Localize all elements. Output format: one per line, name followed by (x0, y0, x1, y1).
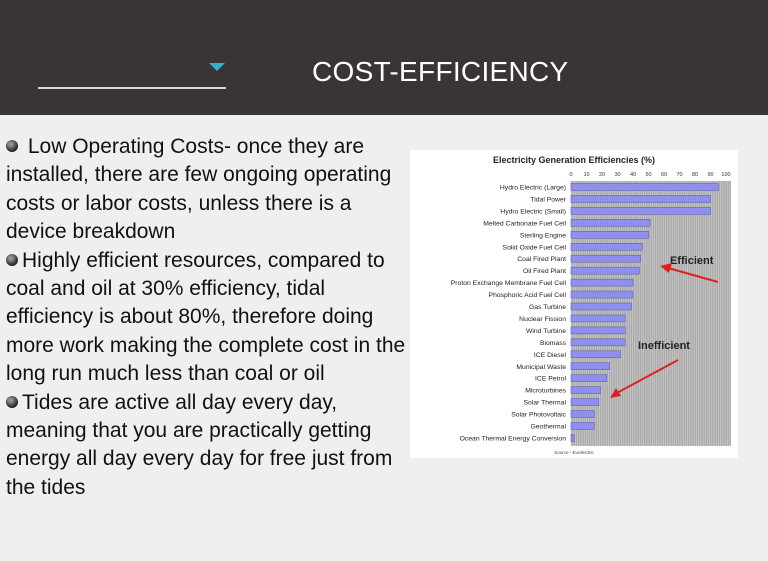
category-label: Sterling Engine (520, 232, 566, 239)
category-label: Proton Exchange Membrane Fuel Cell (451, 280, 567, 287)
bar (570, 219, 651, 227)
category-label: ICE Petrol (535, 376, 566, 383)
bar (570, 398, 600, 406)
x-tick-label: 20 (599, 172, 605, 178)
x-tick-label: 100 (721, 172, 730, 178)
bar (570, 183, 719, 191)
bar (570, 266, 640, 275)
category-label: Solid Oxide Fuel Cell (503, 244, 567, 251)
efficiency-chart: Electricity Generation Efficiencies (%) 0… (410, 150, 738, 458)
x-tick-label: 50 (645, 172, 651, 178)
bar (570, 231, 649, 239)
slide-title: COST-EFFICIENCY (312, 56, 569, 87)
category-label: Melted Carbonate Fuel Cell (483, 220, 566, 227)
category-label: Solar Thermal (523, 400, 566, 407)
category-label: Oil Fired Plant (523, 268, 566, 275)
bullet-icon (6, 395, 18, 408)
category-label: Geothermal (530, 424, 566, 431)
annotation-inefficient: Inefficient (638, 340, 690, 352)
x-tick-label: 30 (614, 172, 620, 178)
bullet-list: Low Operating Costs- once they are insta… (6, 133, 406, 502)
x-tick-label: 10 (583, 172, 589, 178)
bullet-item: Highly efficient resources, compared to … (6, 247, 406, 389)
annotation-efficient: Efficient (670, 255, 714, 267)
category-label: Microturbines (525, 388, 566, 395)
category-label: Municipal Waste (516, 364, 566, 371)
x-tick-label: 60 (661, 172, 667, 178)
bullet-text: Highly efficient resources, compared to … (6, 248, 406, 386)
arrow-inefficient (614, 359, 679, 395)
bullet-text: Tides are active all day every day, mean… (6, 390, 393, 499)
bar (570, 362, 610, 370)
category-label: Wind Turbine (526, 328, 566, 335)
bar (570, 207, 711, 215)
chart-svg: Electricity Generation Efficiencies (%) 0… (451, 155, 731, 455)
bullet-icon (6, 140, 18, 152)
x-tick-label: 70 (676, 172, 682, 178)
bar (570, 195, 711, 203)
category-label: Tidal Power (530, 196, 566, 203)
x-tick-label: 90 (707, 172, 713, 178)
bar (570, 302, 632, 311)
slide-header: COST-EFFICIENCY (0, 0, 768, 115)
arrow-efficient (667, 267, 719, 283)
chevron-down-icon[interactable] (209, 63, 225, 71)
arrow-head-icon (660, 263, 672, 273)
bar (570, 254, 641, 263)
bar (570, 314, 626, 323)
category-label: Hydro Electric (Small) (500, 208, 566, 215)
bullet-icon (6, 253, 18, 266)
x-tick-label: 40 (630, 172, 636, 178)
category-label: Nuclear Fission (519, 316, 566, 323)
bar (570, 326, 626, 335)
bullet-text: Low Operating Costs- once they are insta… (6, 135, 392, 244)
bar (570, 386, 601, 394)
chart-title: Electricity Generation Efficiencies (%) (493, 155, 655, 165)
category-label: Solar Photovoltaic (511, 412, 566, 419)
bar (570, 350, 621, 359)
chart-source: Source - Eurelectric (554, 450, 594, 455)
bar (570, 434, 575, 442)
category-label: Hydro Electric (Large) (500, 185, 566, 192)
bar (570, 374, 607, 382)
category-label: Gas Turbine (529, 304, 566, 311)
dropdown-underline[interactable] (38, 87, 226, 89)
arrow-head-icon (610, 388, 621, 398)
bar (570, 290, 634, 299)
category-label: Coal Fired Plant (517, 256, 566, 263)
category-label: Biomass (540, 340, 567, 347)
bar (570, 243, 643, 251)
x-tick-label: 0 (569, 172, 572, 178)
bullet-item: Low Operating Costs- once they are insta… (6, 133, 406, 247)
bar (570, 422, 595, 430)
bar (570, 338, 626, 347)
bullet-item: Tides are active all day every day, mean… (6, 389, 406, 503)
bar (570, 278, 634, 287)
category-label: Ocean Thermal Energy Conversion (460, 435, 567, 442)
bar (570, 410, 595, 418)
category-label: Phosphoric Acid Fuel Cell (489, 292, 567, 299)
x-tick-label: 80 (692, 172, 698, 178)
category-label: ICE Diesel (534, 352, 567, 359)
